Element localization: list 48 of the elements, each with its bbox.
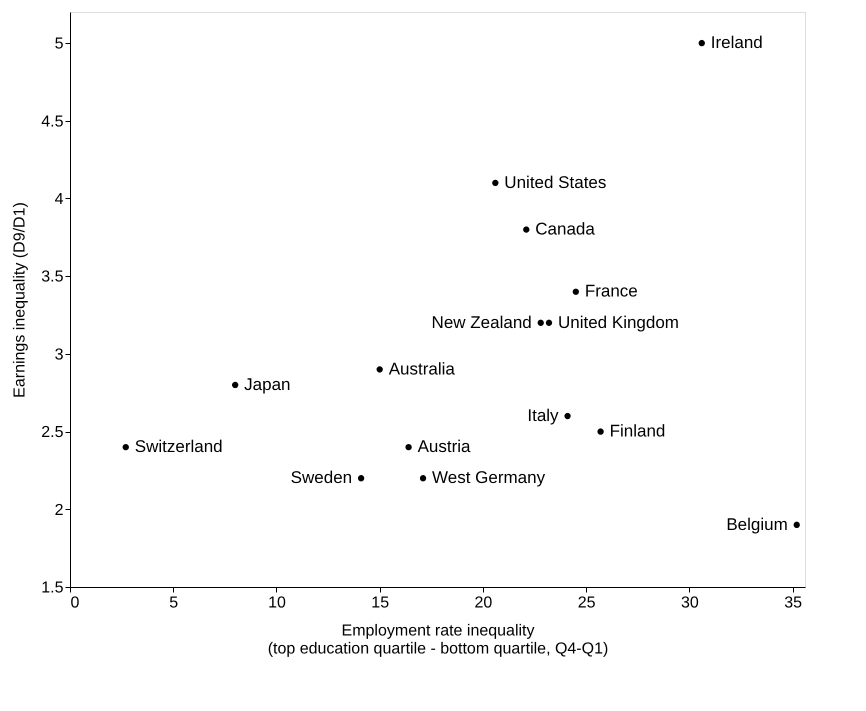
point xyxy=(597,428,604,435)
y-tick-label: 2 xyxy=(54,502,64,519)
y-tick-label: 1.5 xyxy=(41,580,64,596)
point xyxy=(698,40,705,46)
annotation: Sweden xyxy=(290,468,352,488)
y-tick-label: 4.5 xyxy=(41,113,64,130)
point xyxy=(794,522,800,528)
x-axis-title: Employment rate inequality (top education quartile - bottom quartile, Q4-Q1) xyxy=(268,622,608,658)
point xyxy=(358,475,364,482)
annotation: Italy xyxy=(527,406,560,426)
annotation: Ireland xyxy=(710,33,763,52)
point xyxy=(376,366,383,373)
y-tick-label: 5 xyxy=(54,36,64,53)
point xyxy=(420,475,426,482)
y-tick-label: 4 xyxy=(54,190,64,208)
y-tick-label: 3 xyxy=(54,346,64,364)
annotation: New Zealand xyxy=(432,312,532,332)
annotation: Australia xyxy=(388,359,456,378)
x-tick-label: 30 xyxy=(680,594,699,612)
x-tick-label: 0 xyxy=(70,594,80,612)
point xyxy=(492,180,498,186)
annotation: West Germany xyxy=(432,468,546,488)
y-axis-title: Earnings inequality (D9/D1) xyxy=(11,202,28,398)
point xyxy=(572,288,579,295)
x-tick-label: 20 xyxy=(474,594,492,612)
point xyxy=(122,444,129,450)
annotation: Canada xyxy=(535,220,596,239)
point xyxy=(538,320,544,326)
annotation: France xyxy=(584,282,638,301)
x-tick-label: 25 xyxy=(578,594,596,612)
point xyxy=(232,382,238,388)
annotation: United States xyxy=(504,172,606,192)
point xyxy=(546,320,552,326)
point xyxy=(405,444,412,450)
x-tick-label: 35 xyxy=(784,594,802,612)
x-tick-label: 15 xyxy=(371,594,390,612)
annotation: Belgium xyxy=(726,514,788,534)
annotation: Japan xyxy=(244,374,290,394)
point xyxy=(523,226,530,233)
x-tick-label: 5 xyxy=(169,594,178,612)
y-tick-label: 3.5 xyxy=(41,268,64,286)
point xyxy=(564,412,571,420)
annotation: Switzerland xyxy=(134,437,223,456)
y-tick-label: 2.5 xyxy=(41,424,64,442)
x-tick-label: 10 xyxy=(268,594,286,612)
annotation: United Kingdom xyxy=(558,312,679,332)
annotation: Finland xyxy=(610,422,666,441)
annotation: Austria xyxy=(418,437,472,456)
